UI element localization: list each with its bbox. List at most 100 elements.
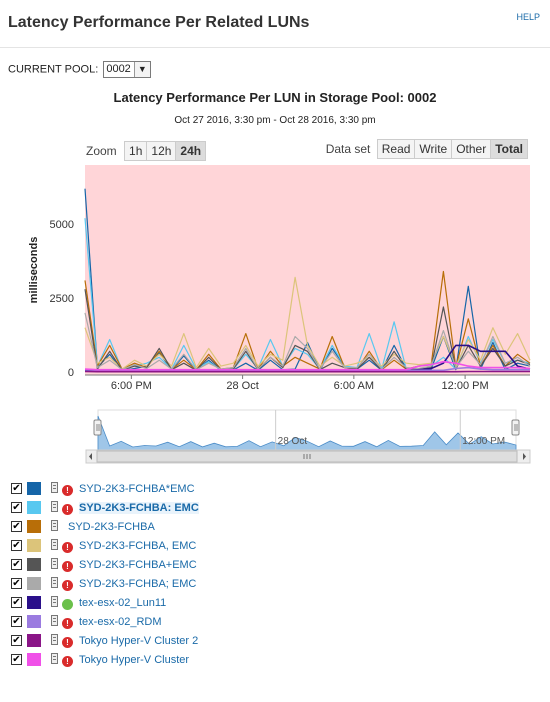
server-icon <box>51 501 63 514</box>
legend-swatch <box>27 653 41 666</box>
legend-label[interactable]: Tokyo Hyper-V Cluster 2 <box>79 634 199 647</box>
x-tick-label: 12:00 PM <box>442 380 489 392</box>
error-status-icon: ! <box>62 580 73 591</box>
legend-checkbox[interactable]: ✔ <box>11 597 22 608</box>
navigator-handle-left <box>93 419 102 436</box>
server-icon <box>51 596 63 609</box>
legend-label[interactable]: SYD-2K3-FCHBA: EMC <box>79 501 199 514</box>
server-icon <box>51 615 63 628</box>
zoom-controls: Zoom 1h 12h 24h <box>86 141 207 161</box>
legend-label[interactable]: tex-esx-02_Lun11 <box>79 596 167 609</box>
series-line-6 <box>84 344 531 372</box>
legend-swatch <box>27 539 41 552</box>
legend-checkbox[interactable]: ✔ <box>11 483 22 494</box>
y-axis-label: milliseconds <box>28 237 40 304</box>
legend-checkbox[interactable]: ✔ <box>11 578 22 589</box>
legend-label[interactable]: tex-esx-02_RDM <box>79 615 162 628</box>
legend-checkbox[interactable]: ✔ <box>11 521 22 532</box>
error-status-icon: ! <box>62 561 73 572</box>
legend-swatch <box>27 615 41 628</box>
series-line-4 <box>84 289 531 371</box>
legend-label[interactable]: SYD-2K3-FCHBA; EMC <box>79 577 197 590</box>
legend-checkbox[interactable]: ✔ <box>11 540 22 551</box>
legend-item[interactable]: ✔! SYD-2K3-FCHBA, EMC <box>11 536 199 555</box>
y-tick-label: 2500 <box>50 293 74 305</box>
plot-area <box>85 165 530 375</box>
series-line-5 <box>84 312 531 371</box>
zoom-button-24h[interactable]: 24h <box>176 142 206 160</box>
series-line-2 <box>84 270 531 371</box>
legend-checkbox[interactable]: ✔ <box>11 635 22 646</box>
y-tick-label: 0 <box>68 367 74 379</box>
zoom-button-1h[interactable]: 1h <box>125 142 148 160</box>
legend-item[interactable]: ✔! Tokyo Hyper-V Cluster 2 <box>11 631 199 650</box>
series-legend: ✔! SYD-2K3-FCHBA*EMC ✔! SYD-2K3-FCHBA: EMC ✔… <box>11 479 199 669</box>
legend-item[interactable]: ✔! SYD-2K3-FCHBA+EMC <box>11 555 199 574</box>
help-link[interactable]: HELP <box>516 12 540 22</box>
pool-label: CURRENT POOL: <box>8 63 99 76</box>
x-tick-label: 6:00 PM <box>111 380 152 392</box>
series-line-0 <box>84 188 531 372</box>
y-tick-label: 5000 <box>50 219 74 231</box>
server-icon <box>51 539 63 552</box>
ok-status-icon <box>62 599 73 610</box>
server-icon <box>51 520 63 533</box>
error-status-icon: ! <box>62 542 73 553</box>
server-icon <box>51 653 63 666</box>
scrollbar-track <box>85 449 531 464</box>
scroll-right-icon <box>523 453 526 460</box>
legend-item[interactable]: ✔! tex-esx-02_RDM <box>11 612 199 631</box>
scroll-left-icon <box>89 453 92 460</box>
legend-checkbox[interactable]: ✔ <box>11 616 22 627</box>
legend-item[interactable]: ✔! SYD-2K3-FCHBA: EMC <box>11 498 199 517</box>
x-tick-label: 6:00 AM <box>334 380 374 392</box>
dataset-button-other[interactable]: Other <box>452 140 492 158</box>
pool-selector: CURRENT POOL: 0002 ▼ <box>8 61 151 78</box>
legend-swatch <box>27 577 41 590</box>
chart-title: Latency Performance Per LUN in Storage P… <box>113 90 437 105</box>
legend-item[interactable]: ✔! SYD-2K3-FCHBA*EMC <box>11 479 199 498</box>
error-status-icon: ! <box>62 618 73 629</box>
legend-item[interactable]: ✔! SYD-2K3-FCHBA; EMC <box>11 574 199 593</box>
legend-item[interactable]: ✔ tex-esx-02_Lun11 <box>11 593 199 612</box>
navigator-tick-label: 28 Oct <box>278 436 308 447</box>
zoom-label: Zoom <box>86 144 117 158</box>
server-icon <box>51 577 63 590</box>
zoom-button-12h[interactable]: 12h <box>147 142 177 160</box>
legend-checkbox[interactable]: ✔ <box>11 654 22 665</box>
series-line-1 <box>84 218 531 371</box>
navigator-area <box>97 415 517 451</box>
legend-item[interactable]: ✔! Tokyo Hyper-V Cluster <box>11 650 199 669</box>
legend-checkbox[interactable]: ✔ <box>11 502 22 513</box>
dataset-button-read[interactable]: Read <box>377 140 416 158</box>
scrollbar-thumb <box>96 450 518 463</box>
legend-label[interactable]: SYD-2K3-FCHBA+EMC <box>79 558 197 571</box>
error-status-icon: ! <box>62 485 73 496</box>
error-status-icon: ! <box>62 656 73 667</box>
navigator-tick-label: 12:00 PM <box>462 436 505 447</box>
panel-header: Latency Performance Per Related LUNs HEL… <box>0 0 550 48</box>
dataset-button-write[interactable]: Write <box>415 140 453 158</box>
dataset-controls: Data set Read Write Other Total <box>326 139 528 159</box>
server-icon <box>51 634 63 647</box>
legend-label[interactable]: SYD-2K3-FCHBA, EMC <box>79 539 197 552</box>
dataset-label: Data set <box>325 142 371 156</box>
navigator-handle-right <box>511 419 520 436</box>
legend-swatch <box>27 558 41 571</box>
legend-item[interactable]: ✔ SYD-2K3-FCHBA <box>11 517 199 536</box>
series-line-7 <box>84 366 530 372</box>
page-title: Latency Performance Per Related LUNs <box>8 14 310 31</box>
dataset-button-total[interactable]: Total <box>491 140 527 158</box>
legend-label[interactable]: Tokyo Hyper-V Cluster <box>79 653 190 666</box>
chevron-down-icon[interactable]: ▼ <box>133 62 150 77</box>
server-icon <box>51 482 63 495</box>
legend-swatch <box>27 634 41 647</box>
pool-dropdown[interactable]: 0002 ▼ <box>103 61 151 78</box>
legend-label[interactable]: SYD-2K3-FCHBA*EMC <box>79 482 195 495</box>
legend-swatch <box>27 520 41 533</box>
legend-label[interactable]: SYD-2K3-FCHBA <box>68 520 155 533</box>
legend-checkbox[interactable]: ✔ <box>11 559 22 570</box>
series-line-3 <box>84 276 531 370</box>
server-icon <box>51 558 63 571</box>
x-tick-label: 28 Oct <box>226 380 258 392</box>
